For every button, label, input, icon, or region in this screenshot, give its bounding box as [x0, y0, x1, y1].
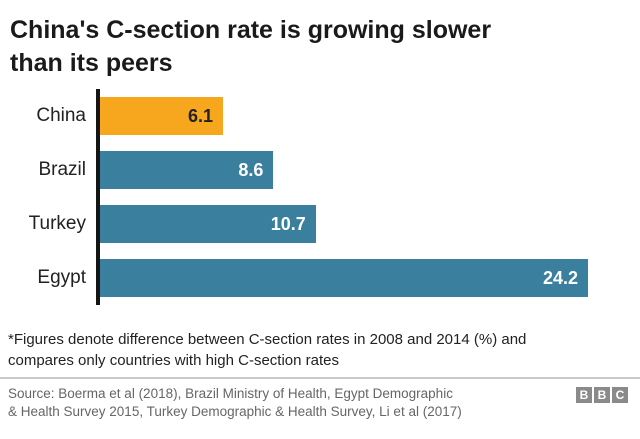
- value-label-brazil: 8.6: [238, 159, 264, 180]
- bar-row-brazil: Brazil 8.6: [0, 151, 588, 189]
- bar-track: 6.1: [100, 97, 588, 135]
- bbc-logo-block: C: [612, 387, 628, 403]
- bar-track: 24.2: [100, 259, 588, 297]
- category-label-china: China: [36, 105, 86, 126]
- bar-track: 8.6: [100, 151, 588, 189]
- bbc-logo-block: B: [576, 387, 592, 403]
- footnote-line2: compares only countries with high C-sect…: [8, 352, 339, 369]
- bar-row-egypt: Egypt 24.2: [0, 259, 588, 297]
- bar-egypt: 24.2: [100, 259, 588, 297]
- category-label-brazil: Brazil: [38, 159, 86, 180]
- source-line2: & Health Survey 2015, Turkey Demographic…: [8, 404, 462, 420]
- bar-china: 6.1: [100, 97, 223, 135]
- bar-row-china: China 6.1: [0, 97, 588, 135]
- chart-title-line2: than its peers: [10, 48, 173, 77]
- y-axis-line: [96, 89, 100, 305]
- chart-title-line1: China's C-section rate is growing slower: [10, 16, 492, 44]
- category-label-egypt: Egypt: [37, 267, 86, 288]
- value-label-china: 6.1: [187, 105, 213, 126]
- bar-track: 10.7: [100, 205, 588, 243]
- bar-row-turkey: Turkey 10.7: [0, 205, 588, 243]
- source-line1: Source: Boerma et al (2018), Brazil Mini…: [8, 386, 453, 401]
- value-label-egypt: 24.2: [542, 267, 578, 288]
- bar-rows: China 6.1 Brazil 8.6 Turkey 10.7 Egypt 24.2: [0, 97, 588, 297]
- bar-turkey: 10.7: [100, 205, 316, 243]
- category-label-turkey: Turkey: [28, 213, 86, 234]
- bar-brazil: 8.6: [100, 151, 274, 189]
- chart-title: China's C-section rate is growing slower…: [10, 14, 630, 79]
- source-credit: Source: Boerma et al (2018), Brazil Mini…: [8, 385, 462, 421]
- footnote: *Figures denote difference between C-sec…: [8, 329, 630, 371]
- footnote-line1: *Figures denote difference between C-sec…: [8, 331, 527, 348]
- footer: Source: Boerma et al (2018), Brazil Mini…: [0, 379, 640, 421]
- bar-chart: China 6.1 Brazil 8.6 Turkey 10.7 Egypt 24.2: [0, 89, 640, 305]
- divider-line: [0, 377, 640, 379]
- value-label-turkey: 10.7: [270, 213, 306, 234]
- bbc-logo-block: B: [594, 387, 610, 403]
